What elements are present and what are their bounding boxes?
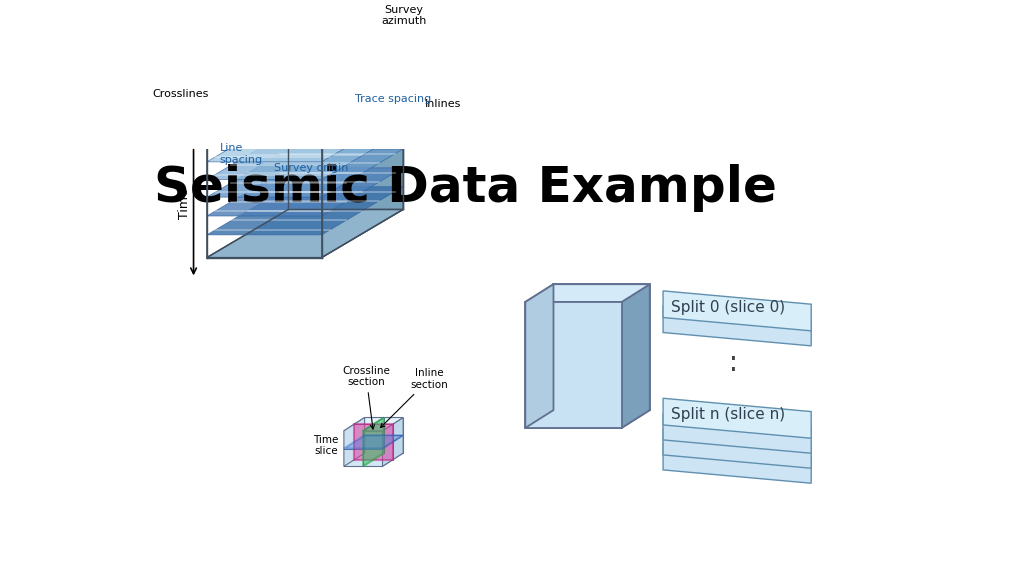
Polygon shape bbox=[622, 284, 650, 428]
Text: Survey
azimuth: Survey azimuth bbox=[381, 5, 427, 26]
Polygon shape bbox=[207, 98, 403, 147]
Polygon shape bbox=[344, 435, 403, 449]
Text: Inline
section: Inline section bbox=[381, 368, 449, 427]
Text: Survey origin: Survey origin bbox=[274, 163, 348, 173]
Polygon shape bbox=[344, 431, 382, 467]
Polygon shape bbox=[207, 84, 403, 132]
Polygon shape bbox=[207, 113, 403, 162]
Polygon shape bbox=[354, 424, 393, 460]
Polygon shape bbox=[289, 84, 403, 210]
Polygon shape bbox=[207, 187, 403, 235]
Polygon shape bbox=[664, 444, 811, 483]
Polygon shape bbox=[423, 19, 430, 26]
Text: Crossline
section: Crossline section bbox=[342, 366, 390, 429]
Polygon shape bbox=[344, 418, 403, 431]
Text: Split n (slice n): Split n (slice n) bbox=[671, 407, 785, 422]
Polygon shape bbox=[207, 168, 403, 216]
Polygon shape bbox=[407, 29, 433, 35]
Polygon shape bbox=[322, 84, 403, 257]
Text: Inlines: Inlines bbox=[425, 99, 461, 109]
Polygon shape bbox=[344, 418, 365, 467]
Polygon shape bbox=[207, 84, 403, 132]
Polygon shape bbox=[525, 284, 650, 302]
Polygon shape bbox=[664, 428, 811, 468]
Polygon shape bbox=[525, 284, 554, 428]
Polygon shape bbox=[664, 413, 811, 453]
Polygon shape bbox=[207, 149, 403, 197]
Text: Trace spacing: Trace spacing bbox=[355, 94, 431, 104]
Polygon shape bbox=[525, 410, 650, 428]
Polygon shape bbox=[207, 131, 403, 180]
Text: Split 0 (slice 0): Split 0 (slice 0) bbox=[671, 300, 785, 315]
Text: Time: Time bbox=[178, 189, 191, 219]
Polygon shape bbox=[664, 398, 811, 438]
Text: Line
spacing: Line spacing bbox=[219, 143, 262, 165]
Text: .: . bbox=[729, 350, 738, 377]
Polygon shape bbox=[664, 306, 811, 346]
Polygon shape bbox=[364, 418, 384, 467]
Polygon shape bbox=[365, 418, 403, 453]
Text: Time
slice: Time slice bbox=[312, 435, 338, 456]
Polygon shape bbox=[525, 302, 622, 428]
Text: Crosslines: Crosslines bbox=[152, 89, 209, 99]
Polygon shape bbox=[554, 284, 650, 410]
Polygon shape bbox=[664, 291, 811, 331]
Text: .: . bbox=[729, 338, 738, 366]
Polygon shape bbox=[382, 418, 403, 467]
Polygon shape bbox=[344, 453, 403, 467]
Text: Seismic Data Example: Seismic Data Example bbox=[154, 164, 776, 212]
Polygon shape bbox=[207, 210, 403, 257]
